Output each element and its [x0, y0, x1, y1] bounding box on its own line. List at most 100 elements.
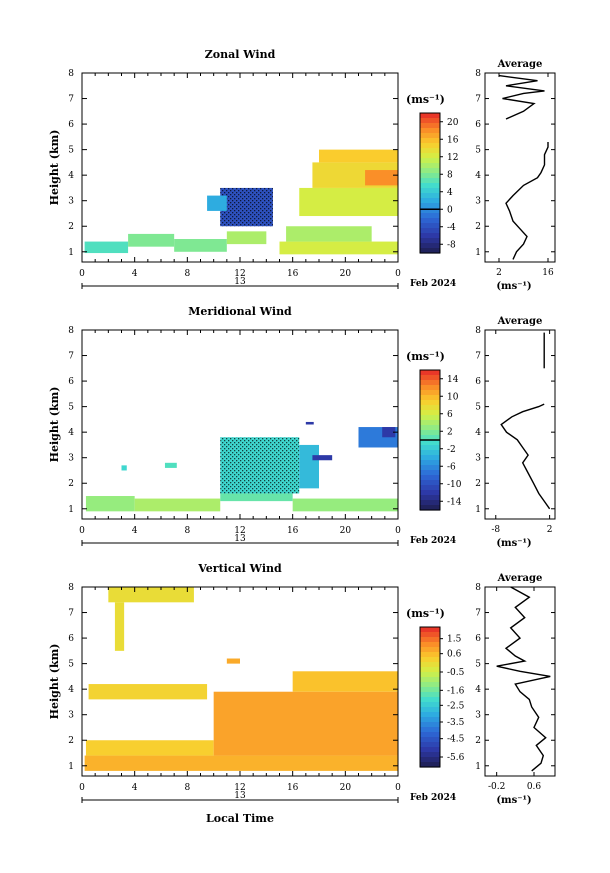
heatmap-cell: [226, 231, 267, 245]
colorbar-swatch: [420, 118, 440, 124]
heatmap-cell: [279, 241, 398, 255]
profile-y-tick-label: 7: [475, 95, 481, 105]
colorbar-tick-label: 14: [447, 375, 459, 385]
x-tick-label: 0: [395, 526, 401, 536]
colorbar-swatch: [420, 500, 440, 506]
y-tick-label: 1: [68, 248, 74, 258]
colorbar-swatch: [420, 652, 440, 658]
y-tick-label: 3: [68, 454, 74, 464]
heatmap-cell: [312, 455, 333, 461]
x-tick-label: 8: [184, 269, 190, 279]
colorbar-swatch: [420, 243, 440, 249]
vertical-wind-colorbar-label: (ms⁻¹): [406, 607, 445, 620]
profile-y-tick-label: 4: [475, 685, 481, 695]
colorbar-swatch: [420, 248, 440, 254]
day-label: 13: [234, 534, 246, 544]
colorbar-tick-label: -3.5: [447, 718, 465, 728]
y-tick-label: 8: [68, 69, 74, 79]
colorbar-swatch: [420, 642, 440, 648]
x-tick-label: 20: [340, 526, 352, 536]
colorbar-swatch: [420, 752, 440, 758]
colorbar-tick-label: -6: [447, 462, 456, 472]
profile-y-tick-label: 1: [475, 762, 481, 772]
profile-y-tick-label: 2: [475, 222, 481, 232]
heatmap-cell: [207, 195, 227, 211]
colorbar-tick-label: 16: [447, 135, 459, 145]
profile-y-tick-label: 4: [475, 171, 481, 181]
colorbar-swatch: [420, 163, 440, 169]
colorbar-swatch: [420, 143, 440, 149]
x-tick-label: 0: [79, 269, 85, 279]
profile-x-tick-label: 0.6: [527, 782, 542, 792]
profile-x-tick-label: -8: [491, 525, 500, 535]
colorbar-swatch: [420, 223, 440, 229]
colorbar-swatch: [420, 173, 440, 179]
profile-y-tick-label: 5: [475, 403, 481, 413]
vertical-wind-profile-frame: [484, 586, 556, 777]
profile-y-tick-label: 2: [475, 479, 481, 489]
profile-y-tick-label: 6: [475, 634, 481, 644]
colorbar-swatch: [420, 727, 440, 733]
day-label: 13: [234, 791, 246, 801]
heatmap-cell: [164, 462, 177, 468]
heatmap-cell: [292, 671, 398, 692]
zonal-wind-colorbar-label: (ms⁻¹): [406, 93, 445, 106]
colorbar-swatch: [420, 677, 440, 683]
day-label: 13: [234, 277, 246, 287]
y-tick-label: 6: [68, 120, 74, 130]
vertical-wind-ylabel: Height (km): [48, 644, 61, 720]
colorbar-swatch: [420, 475, 440, 481]
y-tick-label: 8: [68, 326, 74, 336]
colorbar-tick-label: 20: [447, 118, 459, 128]
colorbar-tick-label: -4.5: [447, 735, 465, 745]
y-tick-label: 2: [68, 222, 74, 232]
heatmap-cell: [174, 239, 227, 252]
colorbar-tick-label: 0: [447, 205, 453, 215]
colorbar-swatch: [420, 370, 440, 376]
bottom-xlabel: Local Time: [206, 812, 274, 825]
colorbar-swatch: [420, 188, 440, 194]
colorbar-swatch: [420, 450, 440, 456]
colorbar-swatch: [420, 238, 440, 244]
vertical-wind-heatmap: [84, 587, 398, 771]
heatmap-cell: [292, 498, 398, 512]
colorbar-swatch: [420, 505, 440, 511]
profile-line: [500, 403, 551, 510]
meridional-wind-title: Meridional Wind: [188, 305, 292, 318]
colorbar-swatch: [420, 712, 440, 718]
y-tick-label: 2: [68, 479, 74, 489]
y-tick-label: 4: [68, 171, 74, 181]
colorbar-swatch: [420, 168, 440, 174]
colorbar-swatch: [420, 395, 440, 401]
heatmap-cell: [84, 755, 398, 771]
profile-y-tick-label: 3: [475, 711, 481, 721]
profile-x-tick-label: 2: [496, 268, 502, 278]
colorbar-tick-label: -2: [447, 445, 456, 455]
heatmap-cell: [299, 187, 398, 217]
colorbar-swatch: [420, 722, 440, 728]
profile-y-tick-label: 7: [475, 609, 481, 619]
colorbar-swatch: [420, 485, 440, 491]
heatmap-cell: [114, 602, 125, 651]
heatmap-cell: [134, 498, 221, 512]
colorbar-tick-label: 6: [447, 410, 453, 420]
colorbar-swatch: [420, 430, 440, 436]
profile-y-tick-label: 2: [475, 736, 481, 746]
profile-y-tick-label: 8: [475, 69, 481, 79]
zonal-wind-title: Zonal Wind: [205, 48, 276, 61]
colorbar-swatch: [420, 390, 440, 396]
colorbar-swatch: [420, 687, 440, 693]
colorbar-swatch: [420, 697, 440, 703]
date-label: Feb 2024: [410, 793, 456, 803]
colorbar-swatch: [420, 460, 440, 466]
colorbar-swatch: [420, 647, 440, 653]
colorbar-swatch: [420, 203, 440, 209]
profile-y-tick-label: 1: [475, 505, 481, 515]
colorbar-swatch: [420, 682, 440, 688]
profile-line: [498, 74, 545, 120]
colorbar-swatch: [420, 495, 440, 501]
y-tick-label: 3: [68, 711, 74, 721]
x-tick-label: 0: [395, 783, 401, 793]
